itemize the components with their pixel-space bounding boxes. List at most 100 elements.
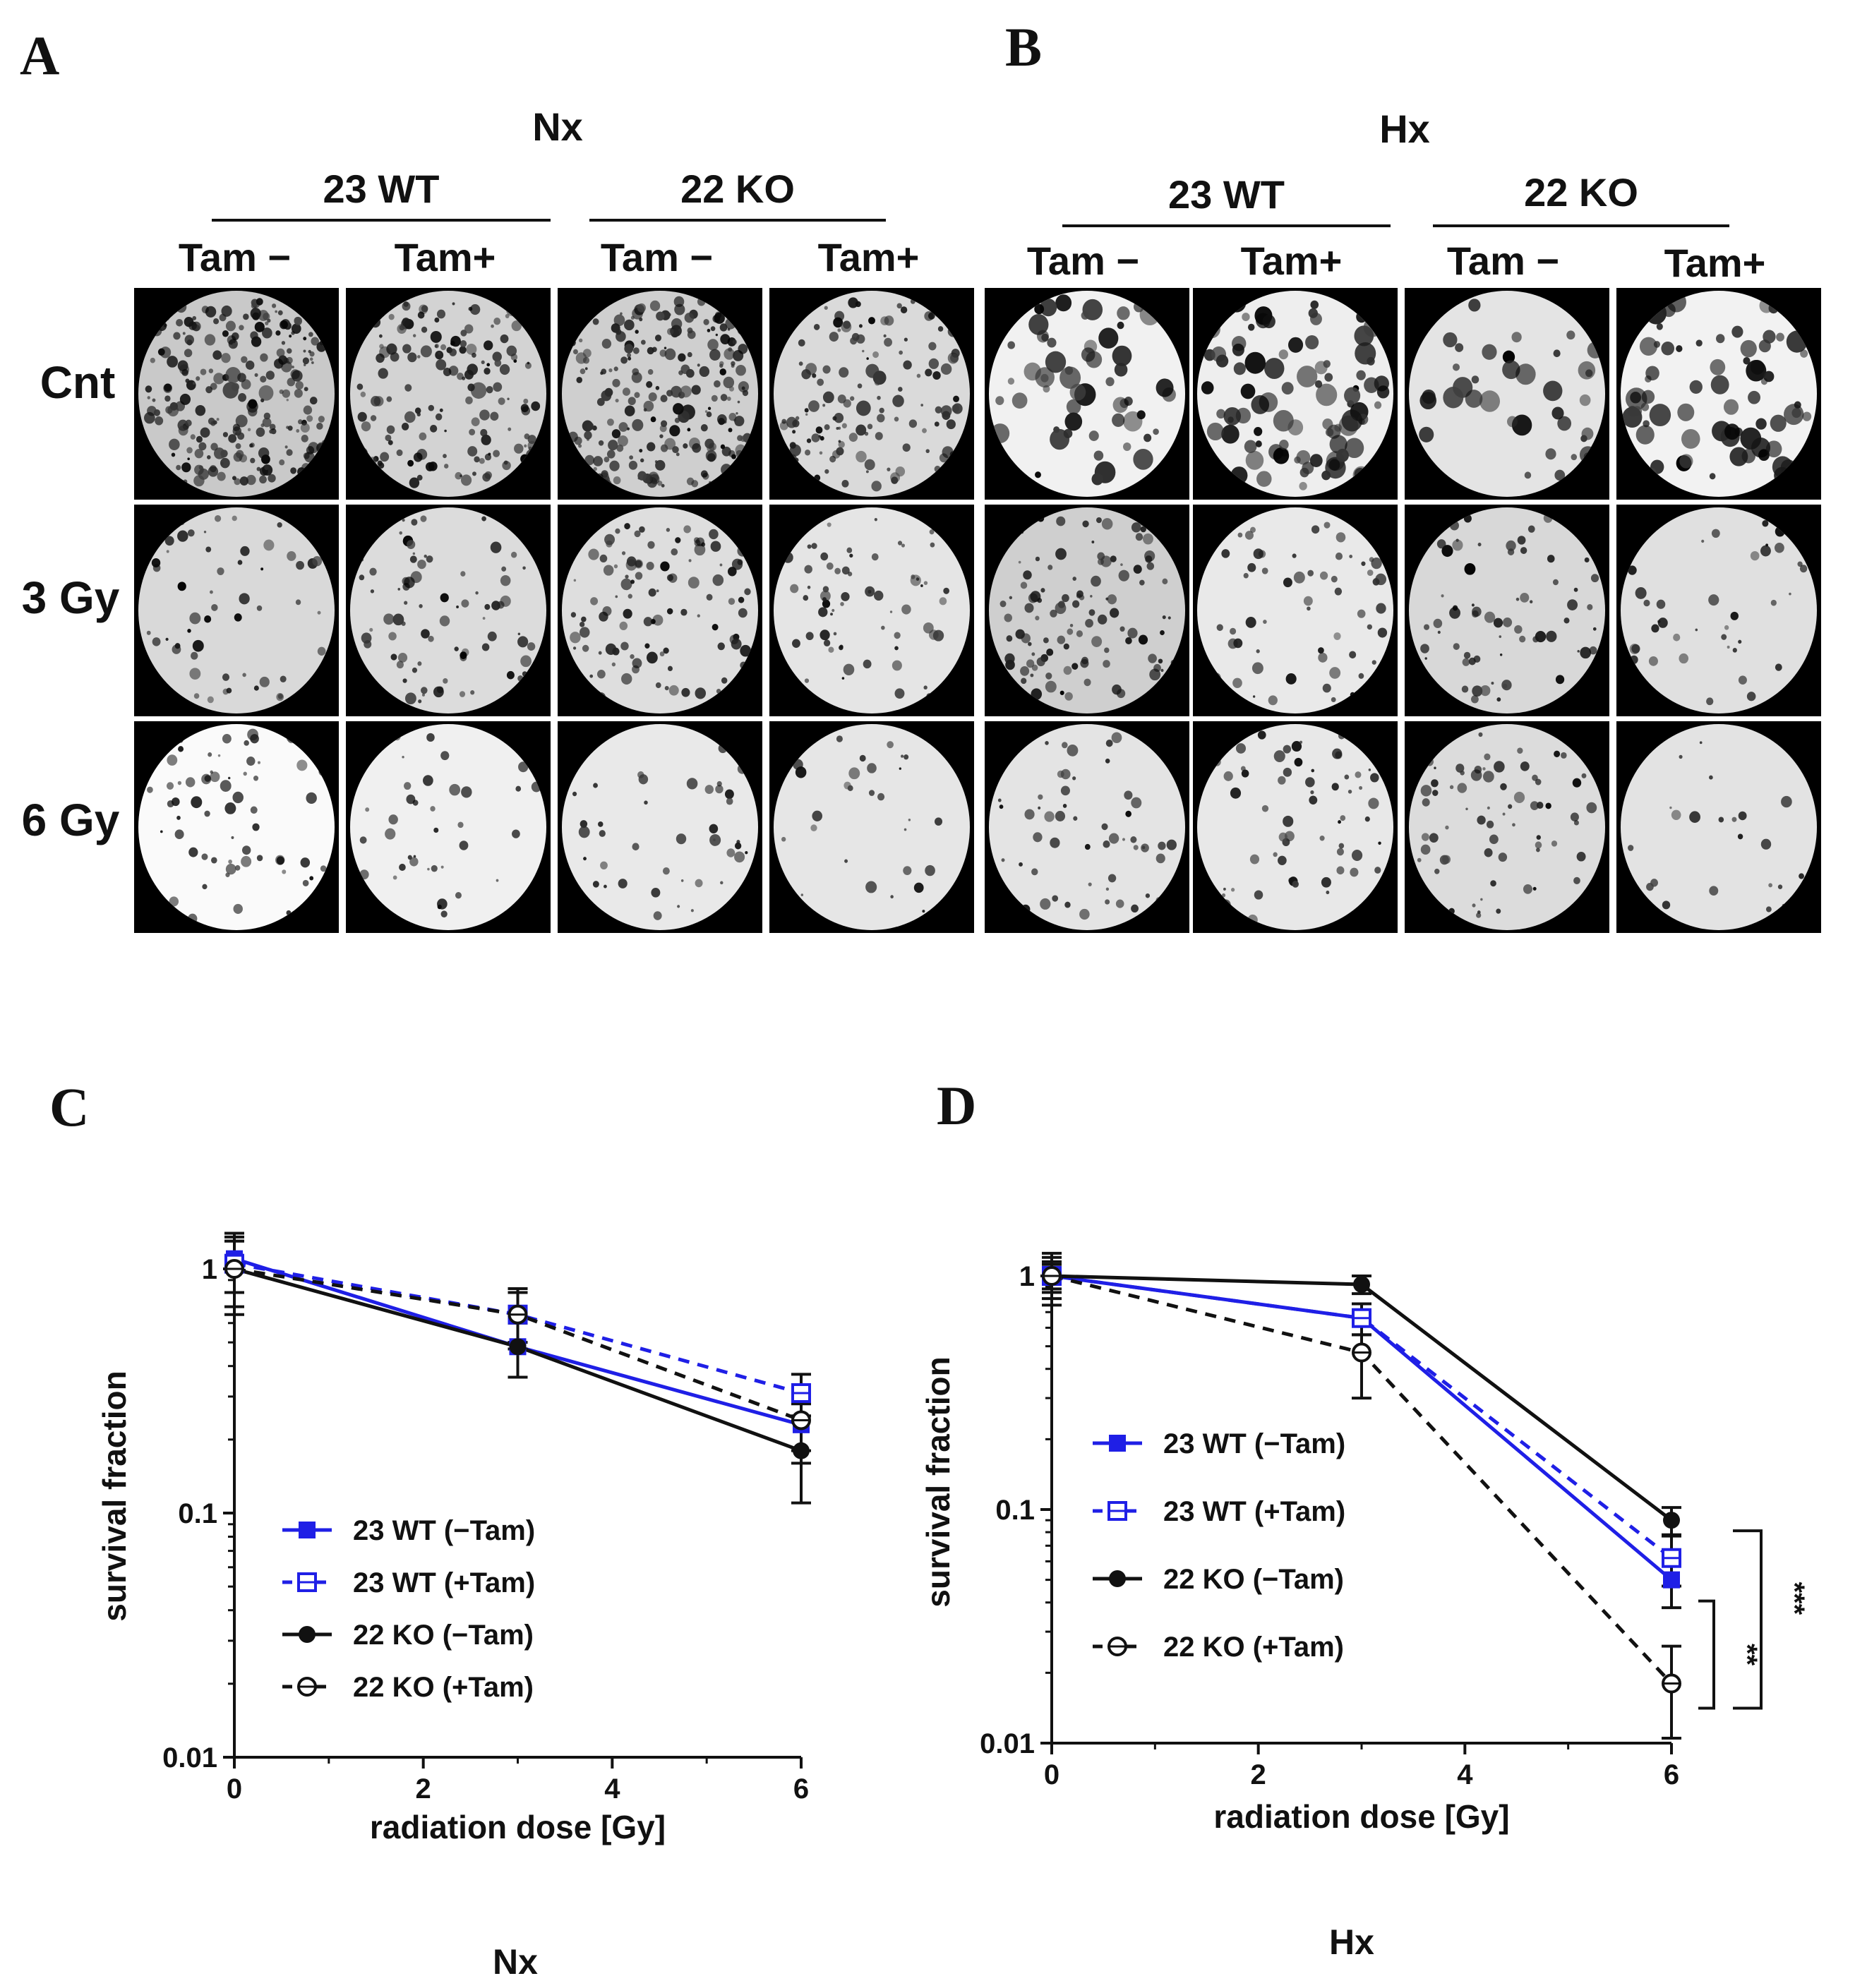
colony	[1724, 625, 1729, 630]
colony	[1067, 628, 1074, 635]
colony	[1477, 815, 1486, 825]
colony	[1679, 653, 1689, 664]
colony	[874, 590, 884, 601]
colony	[687, 351, 692, 358]
colony-texture	[571, 734, 748, 922]
colony	[656, 589, 659, 593]
colony	[407, 459, 414, 467]
colony-plate-image	[1405, 505, 1609, 716]
colony	[632, 347, 640, 354]
colony	[205, 306, 217, 318]
colony	[922, 428, 927, 433]
panel-letter-c: C	[49, 1076, 90, 1138]
colony	[1511, 332, 1522, 343]
colony	[259, 676, 270, 687]
colony	[736, 364, 746, 376]
colony	[1082, 520, 1089, 528]
colony	[277, 310, 283, 315]
colony	[1507, 416, 1518, 428]
colony-plate-image	[1616, 288, 1821, 500]
colony	[185, 777, 196, 788]
colony	[1334, 587, 1343, 596]
colony	[444, 429, 447, 433]
colony	[262, 327, 272, 339]
colony	[443, 454, 447, 459]
petri-dish	[989, 724, 1185, 930]
colony	[819, 451, 823, 455]
colony	[309, 357, 313, 361]
colony	[1076, 590, 1083, 598]
colony	[1140, 526, 1146, 533]
colony	[417, 559, 426, 570]
colony	[736, 411, 738, 415]
colony	[1431, 779, 1439, 788]
colony	[202, 884, 208, 890]
colony	[1257, 730, 1266, 740]
colony	[481, 643, 490, 651]
nx-legend-marker	[299, 1522, 316, 1538]
colony	[1709, 775, 1713, 780]
colony	[472, 352, 476, 358]
petri-dish	[774, 724, 970, 930]
colony	[179, 393, 191, 405]
colony	[584, 367, 588, 371]
colony	[688, 559, 692, 562]
colony	[359, 869, 369, 880]
hx-legend-marker	[1109, 1435, 1126, 1452]
colony	[464, 369, 474, 380]
colony	[236, 430, 241, 436]
colony	[934, 421, 939, 427]
colony	[1519, 635, 1526, 643]
colony	[1573, 820, 1579, 826]
colony	[250, 734, 259, 744]
colony	[237, 373, 246, 382]
colony	[292, 366, 294, 368]
colony	[1115, 899, 1124, 908]
colony	[1050, 609, 1057, 618]
colony	[259, 475, 267, 484]
colony	[572, 646, 577, 650]
colony	[424, 554, 427, 558]
colony	[1112, 413, 1125, 427]
colony	[669, 425, 680, 437]
colony	[1221, 893, 1226, 898]
colony	[718, 418, 725, 426]
colony	[805, 632, 814, 641]
colony	[806, 438, 812, 443]
colony	[1057, 635, 1066, 644]
colony	[1570, 812, 1579, 821]
colony	[1576, 851, 1586, 862]
colony	[448, 366, 459, 376]
colony	[704, 785, 714, 795]
colony	[420, 515, 427, 522]
colony	[1371, 660, 1376, 665]
colony	[1216, 624, 1223, 632]
colony	[1727, 645, 1730, 649]
colony	[198, 442, 207, 451]
colony	[421, 326, 428, 333]
hx-series-line	[1051, 1274, 1673, 1560]
petri-dish	[1621, 507, 1817, 713]
colony	[177, 582, 186, 591]
colony	[1449, 785, 1454, 790]
colony	[267, 318, 271, 323]
colony	[1230, 627, 1237, 635]
colony	[704, 410, 708, 413]
colony	[1141, 843, 1149, 853]
colony	[1775, 663, 1782, 671]
colony	[838, 440, 845, 448]
colony	[1364, 816, 1370, 822]
colony	[1355, 771, 1362, 778]
colony	[155, 416, 164, 426]
hx-data-point	[1663, 1571, 1680, 1589]
colony	[428, 404, 435, 411]
colony	[643, 617, 653, 627]
colony	[265, 321, 269, 325]
colony	[1243, 572, 1249, 579]
colony	[728, 413, 737, 421]
colony	[678, 353, 686, 362]
colony	[655, 682, 661, 689]
colony	[1640, 402, 1650, 411]
colony	[867, 763, 877, 773]
